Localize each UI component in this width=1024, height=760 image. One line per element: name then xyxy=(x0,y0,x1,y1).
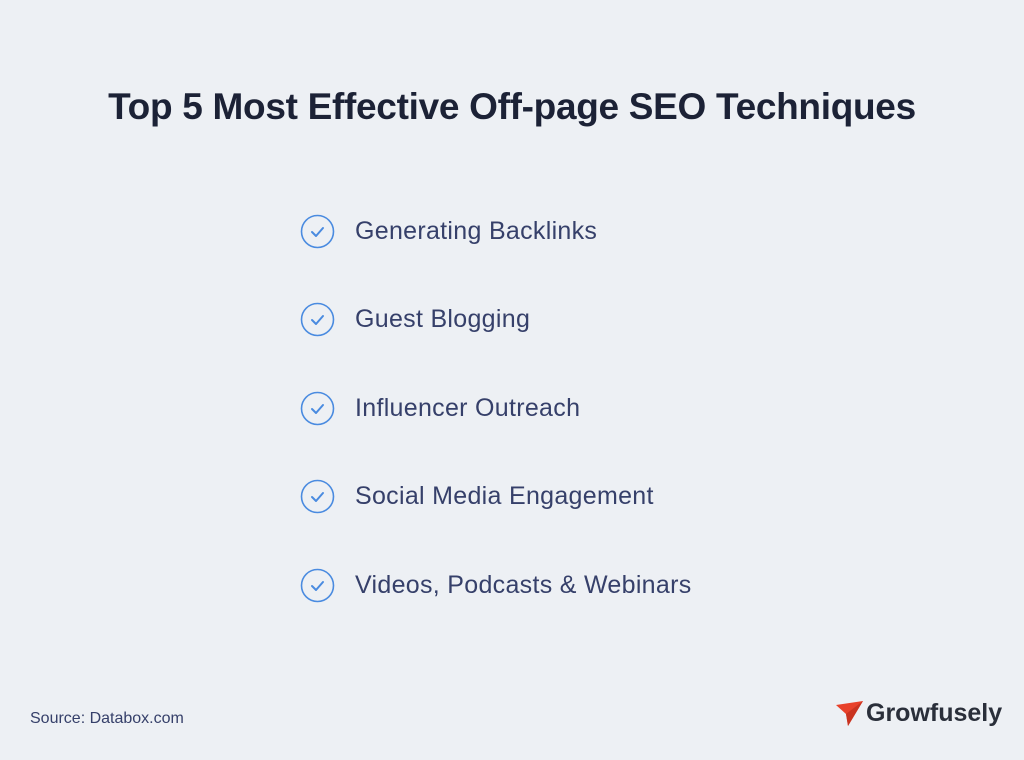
check-circle-icon xyxy=(300,302,335,337)
list-item: Social Media Engagement xyxy=(300,479,692,515)
list-item-label: Influencer Outreach xyxy=(355,393,581,422)
list-item-label: Guest Blogging xyxy=(355,305,531,333)
list-item: Videos, Podcasts & Webinars xyxy=(300,567,692,603)
check-circle-icon xyxy=(300,479,335,514)
list-item: Guest Blogging xyxy=(300,302,692,338)
list-item-label: Social Media Engagement xyxy=(355,482,654,510)
check-circle-icon xyxy=(300,214,335,248)
brand-name: Growfusely xyxy=(866,699,1003,727)
list-item: Influencer Outreach xyxy=(300,390,692,426)
source-note: Source: Databox.com xyxy=(30,710,184,727)
list-item-label: Videos, Podcasts & Webinars xyxy=(355,570,692,599)
list-item: Generating Backlinks xyxy=(300,213,692,249)
technique-list: Generating Backlinks Guest Blogging Infl… xyxy=(300,213,692,656)
list-item-label: Generating Backlinks xyxy=(355,216,598,245)
brand-logo: Growfusely xyxy=(836,699,1002,728)
page-title: Top 5 Most Effective Off-page SEO Techni… xyxy=(108,86,916,127)
check-circle-icon xyxy=(300,568,335,602)
paper-plane-icon xyxy=(836,700,863,726)
check-circle-icon xyxy=(300,391,335,425)
